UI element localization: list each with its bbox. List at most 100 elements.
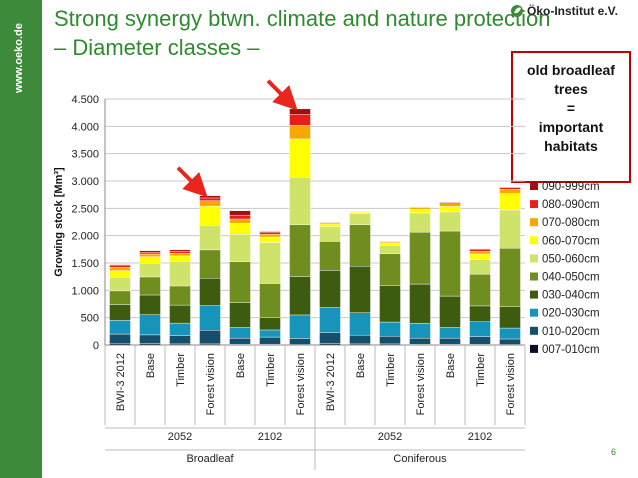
legend-swatch [530,200,538,209]
bar-segment [469,343,491,346]
logo-text: Öko-Institut e.V. [527,4,618,18]
bar-segment [319,222,341,225]
x-tick-label: Timber [475,353,487,387]
bar-segment [349,211,371,215]
bar-segment [409,206,431,208]
bar-segment [259,283,281,318]
bar-segment [349,312,371,336]
bar-segment [289,176,311,225]
bar-segment [439,327,461,339]
bar-segment [289,108,311,115]
x-tick-label: Forest vision [295,353,307,415]
bar-segment [229,210,251,216]
bar-segment [349,224,371,267]
bar-segment [229,214,251,220]
bar-segment [259,329,281,338]
bar-segment [169,255,191,262]
legend-label: 070-080cm [542,217,600,229]
bar-segment [289,114,311,126]
x-tick-label: Forest vision [415,353,427,415]
bar-segment [109,290,131,305]
bar-segment [289,338,311,345]
bar-segment [499,248,521,307]
bar-segment [109,265,131,268]
bar-segment [439,206,461,213]
bar-segment [319,307,341,333]
bar-segment [259,242,281,284]
bar-segment [259,236,281,243]
bar-segment [229,234,251,262]
bar-segment [379,336,401,345]
forest-type-label: Broadleaf [186,453,234,465]
callout-line: = [566,100,576,116]
sidebar-band: www.oeko.de [0,0,42,478]
bar-segment [169,261,191,287]
bar-segment [409,207,431,210]
year-group-label: 2052 [378,431,402,443]
bar-segment [379,253,401,286]
legend-swatch [530,254,538,263]
bar-segment [349,266,371,313]
y-tick-label: 1.000 [71,285,99,297]
bar-segment [319,343,341,346]
bar-segment [199,343,221,346]
legend-label: 020-030cm [542,308,600,320]
bar-segment [139,334,161,344]
y-tick-label: 4.500 [71,94,99,106]
highlight-arrow [266,79,298,111]
bar-segment [439,201,461,203]
bar-segment [439,295,461,328]
y-axis-label: Growing stock [Mm³] [53,167,65,277]
y-tick-label: 1.500 [71,258,99,270]
bar-segment [469,259,491,275]
bar-segment [379,321,401,337]
slide-title-line2: – Diameter classes – [54,35,260,60]
bar-segment [499,186,521,188]
legend-swatch [530,326,538,335]
bar-segment [379,245,401,254]
bar-segment [229,327,251,339]
legend-swatch [530,290,538,299]
bar-segment [169,335,191,345]
bar-segment [229,223,251,235]
bar-segment [469,321,491,337]
bar-segment [379,241,401,243]
bar-segment [439,202,461,204]
bar-segment [109,264,131,266]
bar-segment [199,330,221,345]
bar-segment [229,261,251,303]
bar-segment [349,343,371,346]
bar-segment [139,314,161,336]
bar-segment [499,187,521,190]
bar-segment [199,305,221,331]
bar-segment [139,252,161,255]
habitat-callout: old broadleaf trees = important habitats [511,51,631,183]
legend-swatch [530,344,538,353]
bar-segment [499,188,521,194]
x-tick-label: BWI-3 2012 [325,353,337,411]
bar-segment [139,276,161,296]
bar-segment [139,263,161,278]
bar-segment [409,212,431,233]
x-tick-label: BWI-3 2012 [115,353,127,411]
legend-label: 080-090cm [542,199,600,211]
legend-swatch [530,218,538,227]
bar-segment [439,203,461,207]
bar-segment [379,243,401,246]
callout-line: old broadleaf [527,62,615,78]
bar-segment [469,305,491,322]
bar-segment [169,285,191,306]
bar-segment [259,231,281,233]
bar-segment [379,285,401,323]
bar-segment [349,334,371,345]
bar-segment [259,234,281,238]
bar-segment [499,306,521,329]
bar-segment [229,302,251,328]
bar-segment [169,252,191,257]
bar-segment [289,138,311,178]
bar-segment [319,223,341,227]
y-tick-label: 3.000 [71,176,99,188]
forest-type-label: Coniferous [393,453,447,465]
bar-segment [169,249,191,252]
bar-segment [199,205,221,226]
